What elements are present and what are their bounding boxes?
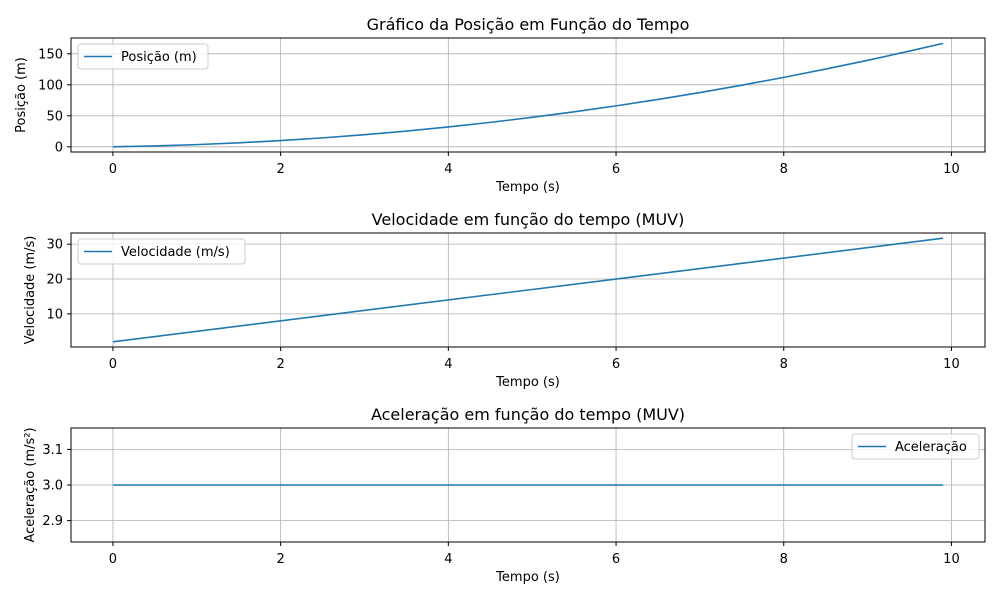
y-tick-label: 0: [55, 140, 63, 155]
legend: Posição (m): [77, 43, 209, 70]
y-axis-label: Aceleração (m/s²): [23, 427, 38, 542]
x-tick-label: 8: [780, 552, 788, 567]
legend: Velocidade (m/s): [77, 238, 246, 265]
y-tick-label: 2.9: [42, 514, 63, 529]
y-tick-label: 3.0: [42, 479, 63, 494]
legend-box: [851, 433, 980, 460]
y-tick-label: 3.1: [42, 443, 63, 458]
y-tick-label: 50: [46, 109, 63, 124]
chart-velocity: 0 2 4 6 8 10 10 20 30 Velocidade em função do tem…: [23, 210, 986, 390]
x-tick-label: 2: [276, 162, 284, 177]
chart-title: Gráfico da Posição em Função do Tempo: [367, 15, 690, 34]
legend-entry-label: Velocidade (m/s): [121, 245, 230, 260]
chart-title: Velocidade em função do tempo (MUV): [372, 210, 685, 229]
x-tick-label: 10: [943, 162, 960, 177]
x-tick-label: 4: [444, 162, 452, 177]
legend: Aceleração: [851, 433, 980, 460]
x-tick-label: 6: [612, 552, 620, 567]
x-axis-label: Tempo (s): [495, 570, 560, 585]
y-tick-label: 30: [46, 238, 63, 253]
x-tick-label: 8: [780, 162, 788, 177]
x-axis-label: Tempo (s): [495, 375, 560, 390]
series-line-velocity: [112, 237, 944, 343]
x-tick-label: 2: [276, 552, 284, 567]
y-tick-label: 10: [46, 307, 63, 322]
x-tick-label: 0: [109, 357, 117, 372]
x-tick-label: 0: [109, 552, 117, 567]
x-tick-label: 4: [444, 552, 452, 567]
x-tick-label: 8: [780, 357, 788, 372]
x-tick-label: 0: [109, 162, 117, 177]
chart-title: Aceleração em função do tempo (MUV): [371, 405, 685, 424]
plot-area-border: [70, 37, 986, 153]
chart-acceleration: 0 2 4 6 8 10 2.9 3.0 3.1 Aceleração em função do …: [23, 405, 986, 585]
series-line-position: [112, 42, 944, 148]
y-tick-label: 20: [46, 273, 63, 288]
legend-entry-label: Aceleração: [895, 440, 967, 455]
plot-area-border: [70, 232, 986, 348]
x-axis-label: Tempo (s): [495, 180, 560, 195]
x-tick-label: 4: [444, 357, 452, 372]
x-tick-label: 6: [612, 162, 620, 177]
legend-box: [77, 43, 209, 70]
x-tick-label: 10: [943, 552, 960, 567]
x-tick-label: 6: [612, 357, 620, 372]
y-axis-label: Velocidade (m/s): [23, 236, 38, 345]
y-tick-label: 150: [38, 47, 63, 62]
legend-entry-label: Posição (m): [121, 50, 197, 65]
x-tick-label: 10: [943, 357, 960, 372]
y-axis-label: Posição (m): [14, 57, 29, 133]
x-tick-label: 2: [276, 357, 284, 372]
y-tick-label: 100: [38, 78, 63, 93]
legend-box: [77, 238, 246, 265]
